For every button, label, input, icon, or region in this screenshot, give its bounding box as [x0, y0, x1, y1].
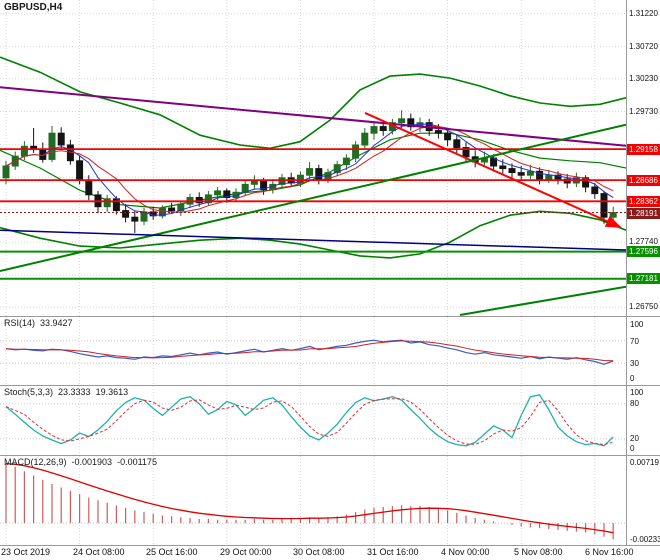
rsi-name: RSI(14) [4, 318, 36, 328]
price-badge-resistance: 1.28686 [627, 175, 660, 186]
time-axis-label: 5 Nov 08:00 [514, 547, 563, 557]
macd-axis[interactable]: 0.00719 -0.00233 [626, 456, 660, 545]
price-badge-current-bid: 1.28191 [627, 208, 660, 219]
rsi-scale-label: 30 [630, 359, 639, 368]
macd-scale-label: -0.00233 [630, 535, 660, 544]
time-axis-label: 24 Oct 08:00 [73, 547, 125, 557]
stochastic-label: Stoch(5,3,3) 23.3333 19.3613 [4, 387, 133, 397]
stochastic-chart-canvas[interactable] [0, 386, 626, 455]
stochastic-panel: Stoch(5,3,3) 23.3333 19.3613 100 80 20 0 [0, 386, 660, 456]
main-chart-panel: GBPUSD,H4 1.31220 1.30720 1.30230 1.2973… [0, 0, 660, 317]
stochastic-scale-label: 20 [630, 434, 639, 443]
macd-scale-label: 0.00719 [630, 458, 659, 467]
stochastic-k-value: 23.3333 [58, 387, 91, 397]
time-axis-label: 29 Oct 00:00 [220, 547, 272, 557]
stochastic-scale-label: 80 [630, 399, 639, 408]
macd-label: MACD(12,26,9) -0.001903 -0.001175 [4, 457, 162, 467]
price-axis-label: 1.30230 [629, 74, 658, 83]
stochastic-axis[interactable]: 100 80 20 0 [626, 386, 660, 455]
macd-panel: MACD(12,26,9) -0.001903 -0.001175 0.00719 … [0, 456, 660, 546]
price-badge-resistance: 1.29158 [627, 144, 660, 155]
stochastic-scale-label: 0 [630, 444, 635, 453]
price-axis-label: 1.29730 [629, 107, 658, 116]
macd-signal-value: -0.001175 [117, 457, 157, 467]
rsi-chart-canvas[interactable] [0, 317, 626, 385]
price-badge-support: 1.27181 [627, 273, 660, 284]
macd-name: MACD(12,26,9) [4, 457, 67, 467]
stochastic-name: Stoch(5,3,3) [4, 387, 54, 397]
macd-main-value: -0.001903 [71, 457, 113, 467]
rsi-value: 33.9427 [40, 318, 73, 328]
price-axis-label: 1.30720 [629, 42, 658, 51]
time-axis-label: 25 Oct 16:00 [146, 547, 198, 557]
symbol-timeframe-label: GBPUSD,H4 [4, 2, 63, 13]
price-badge-resistance: 1.28362 [627, 196, 660, 207]
time-axis-label: 4 Nov 00:00 [441, 547, 490, 557]
time-axis-label: 23 Oct 2019 [1, 547, 51, 557]
time-axis-label: 30 Oct 08:00 [293, 547, 345, 557]
time-axis-label: 6 Nov 16:00 [585, 547, 634, 557]
rsi-scale-label: 70 [630, 337, 639, 346]
price-chart-canvas[interactable] [0, 0, 626, 316]
price-axis-label: 1.31220 [629, 9, 658, 18]
macd-chart-canvas[interactable] [0, 456, 626, 545]
rsi-scale-label: 100 [630, 320, 644, 329]
time-axis-label: 31 Oct 16:00 [367, 547, 419, 557]
price-axis[interactable]: 1.31220 1.30720 1.30230 1.29730 1.27740 … [626, 0, 660, 316]
rsi-scale-label: 0 [630, 374, 635, 383]
rsi-label: RSI(14) 33.9427 [4, 318, 78, 328]
price-axis-label: 1.27740 [629, 237, 658, 246]
rsi-panel: RSI(14) 33.9427 100 70 30 0 [0, 317, 660, 386]
rsi-axis[interactable]: 100 70 30 0 [626, 317, 660, 385]
price-axis-label: 1.26750 [629, 302, 658, 311]
time-axis[interactable]: 23 Oct 2019 24 Oct 08:00 25 Oct 16:00 29… [0, 546, 660, 560]
stochastic-scale-label: 100 [630, 388, 644, 397]
price-badge-support: 1.27596 [627, 246, 660, 257]
stochastic-d-value: 19.3613 [95, 387, 129, 397]
